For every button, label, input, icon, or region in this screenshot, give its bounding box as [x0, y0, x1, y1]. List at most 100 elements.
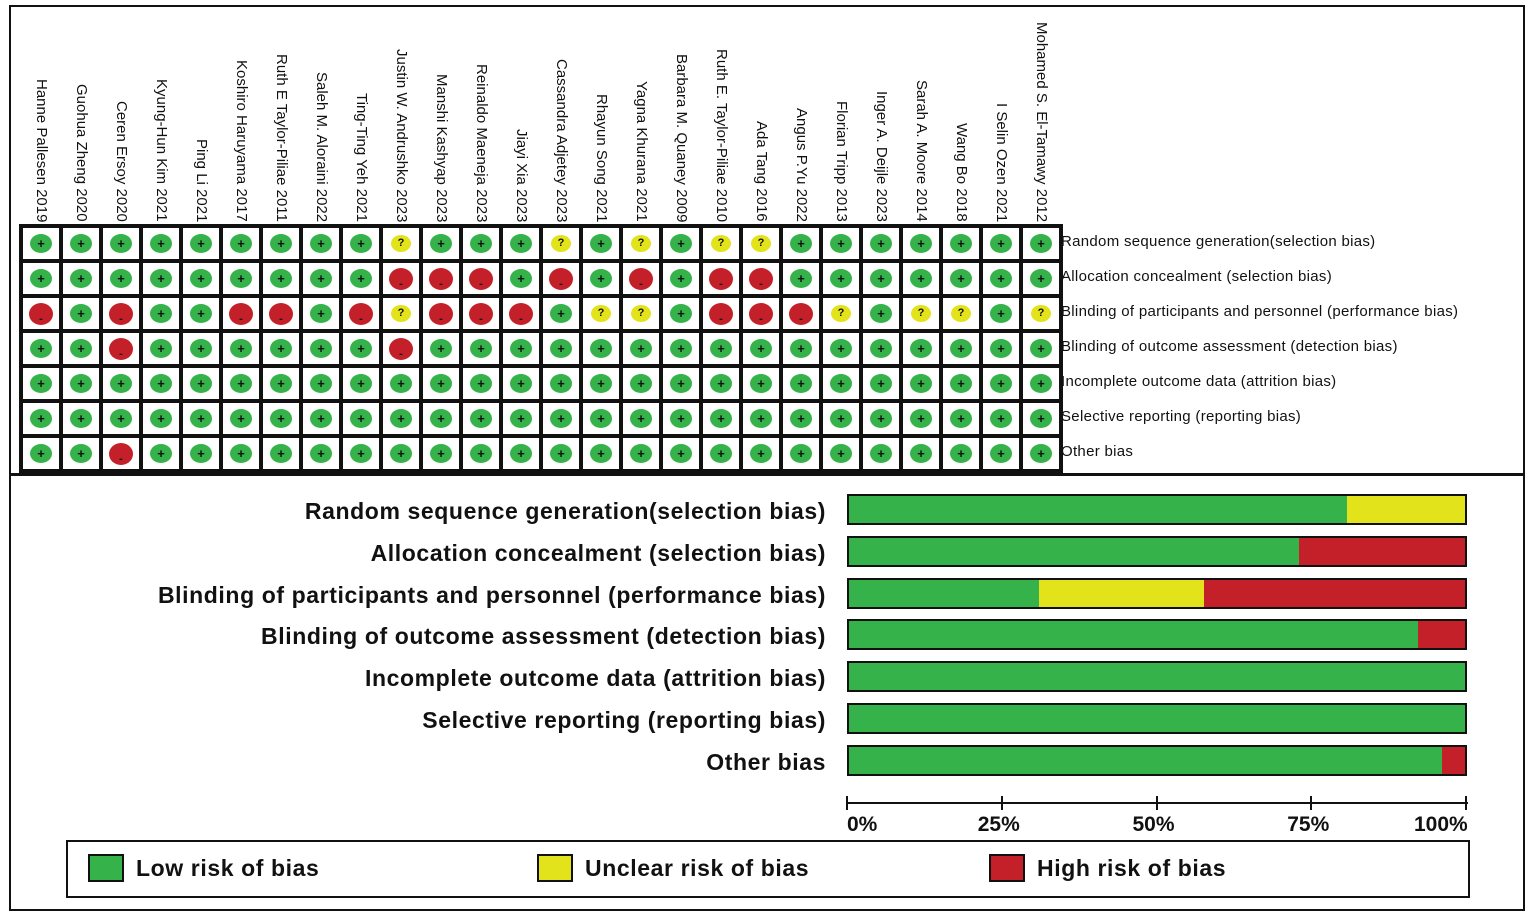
rating-cell: +	[661, 436, 701, 471]
rating-cell: +	[941, 226, 981, 261]
rating-low-icon: +	[190, 269, 212, 288]
x-tick-label: 50%	[1132, 813, 1175, 836]
rating-high-icon: -	[109, 337, 133, 360]
bar-segment-high	[1299, 537, 1465, 565]
rating-high-icon: -	[749, 302, 773, 325]
study-header: Yagna Khurana 2021	[621, 8, 661, 222]
rating-low-icon: +	[350, 234, 372, 253]
rating-low-icon: +	[990, 234, 1012, 253]
rating-low-icon: +	[70, 234, 92, 253]
rating-low-icon: +	[870, 339, 892, 358]
rating-low-icon: +	[990, 339, 1012, 358]
rating-low-icon: +	[110, 269, 132, 288]
rating-cell: ?	[381, 296, 421, 331]
rating-high-icon: -	[349, 302, 373, 325]
study-name: Jiayi Xia 2023	[513, 128, 530, 222]
rating-unclear-icon: ?	[631, 235, 651, 252]
study-header: Cassandra Adjetey 2023	[541, 8, 581, 222]
rating-cell: +	[941, 261, 981, 296]
rating-cell: +	[581, 261, 621, 296]
rating-cell: -	[541, 261, 581, 296]
rating-cell: -	[461, 261, 501, 296]
rating-cell: +	[981, 331, 1021, 366]
rating-high-icon: -	[469, 302, 493, 325]
rating-high-icon: -	[269, 302, 293, 325]
rating-low-icon: +	[70, 444, 92, 463]
rating-low-icon: +	[590, 234, 612, 253]
rating-cell: +	[861, 261, 901, 296]
rating-high-icon: -	[29, 302, 53, 325]
rating-cell: -	[741, 261, 781, 296]
study-name: Kyung-Hun Kim 2021	[153, 79, 170, 222]
stacked-bar	[847, 661, 1467, 693]
rating-unclear-icon: ?	[391, 235, 411, 252]
rating-low-icon: +	[190, 234, 212, 253]
study-header: Koshiro Haruyama 2017	[221, 8, 261, 222]
rating-low-icon: +	[790, 269, 812, 288]
rating-cell: +	[701, 331, 741, 366]
rating-low-icon: +	[30, 444, 52, 463]
rating-cell: ?	[1021, 296, 1061, 331]
study-header: Ruth E Taylor-Piliae 2011	[261, 8, 301, 222]
rating-cell: +	[141, 436, 181, 471]
rating-low-icon: +	[670, 234, 692, 253]
bar-segment-unclear	[1346, 496, 1465, 523]
rating-low-icon: +	[590, 269, 612, 288]
rating-cell: +	[421, 366, 461, 401]
domain-label: Blinding of participants and personnel (…	[1061, 303, 1459, 320]
stacked-bar	[847, 494, 1467, 525]
rating-cell: +	[461, 436, 501, 471]
rating-cell: +	[821, 436, 861, 471]
rating-cell: +	[821, 226, 861, 261]
rating-cell: +	[301, 331, 341, 366]
rating-cell: +	[541, 366, 581, 401]
rating-low-icon: +	[870, 304, 892, 323]
study-header: Guohua Zheng 2020	[61, 8, 101, 222]
rating-cell: +	[781, 401, 821, 436]
rating-cell: -	[461, 296, 501, 331]
rating-low-icon: +	[1030, 374, 1052, 393]
rating-cell: +	[301, 401, 341, 436]
rating-low-icon: +	[470, 339, 492, 358]
rating-high-icon: -	[469, 267, 493, 290]
rating-cell: -	[701, 296, 741, 331]
rating-cell: +	[661, 261, 701, 296]
rating-cell: +	[541, 401, 581, 436]
rating-low-icon: +	[670, 339, 692, 358]
rating-cell: +	[501, 261, 541, 296]
study-name: Sarah A. Moore 2014	[913, 80, 930, 222]
rating-low-icon: +	[390, 409, 412, 428]
rating-cell: -	[421, 261, 461, 296]
rating-cell: +	[741, 331, 781, 366]
rating-cell: ?	[701, 226, 741, 261]
rating-low-icon: +	[230, 374, 252, 393]
rating-cell: +	[501, 436, 541, 471]
rating-cell: +	[501, 331, 541, 366]
study-name: Florian Tripp 2013	[833, 101, 850, 222]
rating-cell: -	[381, 331, 421, 366]
rating-cell: +	[621, 366, 661, 401]
rating-low-icon: +	[350, 374, 372, 393]
rating-cell: -	[101, 296, 141, 331]
rating-cell: +	[421, 401, 461, 436]
rating-high-icon: -	[509, 302, 533, 325]
rating-low-icon: +	[1030, 269, 1052, 288]
rating-cell: +	[501, 366, 541, 401]
rating-low-icon: +	[230, 339, 252, 358]
rating-low-icon: +	[1030, 444, 1052, 463]
rating-low-icon: +	[430, 234, 452, 253]
rating-unclear-icon: ?	[1031, 305, 1051, 322]
rating-low-icon: +	[990, 374, 1012, 393]
rating-cell: +	[941, 331, 981, 366]
rating-low-icon: +	[350, 444, 372, 463]
rating-low-icon: +	[150, 269, 172, 288]
rating-low-icon: +	[870, 374, 892, 393]
rating-cell: ?	[941, 296, 981, 331]
rating-high-icon: -	[429, 267, 453, 290]
rating-cell: +	[221, 401, 261, 436]
rating-cell: +	[141, 261, 181, 296]
study-header: Inger A. Deijle 2023	[861, 8, 901, 222]
rating-cell: +	[21, 366, 61, 401]
graph-category-label: Allocation concealment (selection bias)	[370, 539, 826, 566]
rating-cell: +	[61, 401, 101, 436]
